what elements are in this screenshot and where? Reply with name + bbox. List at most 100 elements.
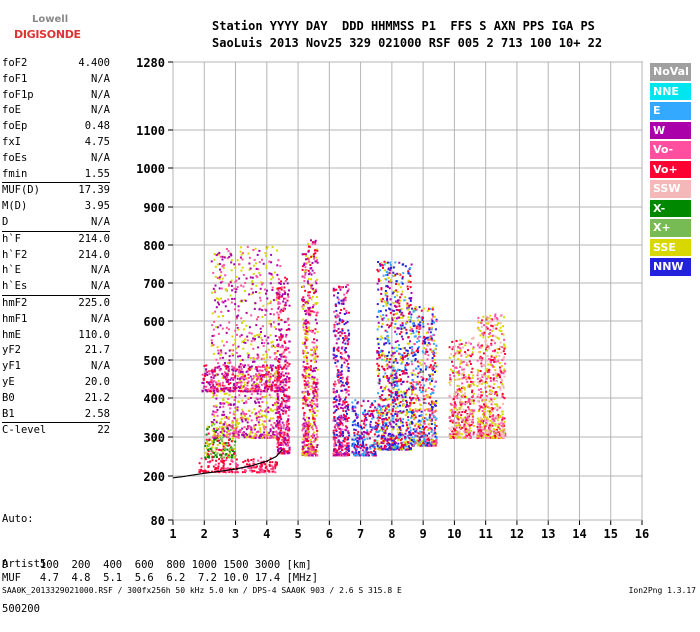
echo-point xyxy=(240,371,242,373)
echo-point xyxy=(223,424,225,426)
echo-point xyxy=(397,432,399,434)
echo-point xyxy=(304,419,306,421)
echo-point xyxy=(312,387,314,389)
echo-point xyxy=(314,250,316,252)
echo-point xyxy=(288,365,290,367)
echo-point xyxy=(213,259,215,261)
echo-point xyxy=(275,375,277,377)
echo-point xyxy=(392,319,394,321)
echo-point xyxy=(272,404,274,406)
echo-point xyxy=(303,414,305,416)
echo-point xyxy=(307,431,309,433)
echo-point xyxy=(412,320,414,322)
echo-point xyxy=(343,358,345,360)
echo-point xyxy=(285,298,287,300)
echo-point xyxy=(288,415,290,417)
echo-point xyxy=(370,406,372,408)
echo-point xyxy=(335,304,337,306)
echo-point xyxy=(306,359,308,361)
echo-point xyxy=(425,337,427,339)
echo-point xyxy=(344,343,346,345)
echo-point xyxy=(338,448,340,450)
echo-point xyxy=(279,424,281,426)
echo-point xyxy=(393,310,395,312)
echo-point xyxy=(253,265,255,267)
echo-point xyxy=(389,382,391,384)
echo-point xyxy=(346,447,348,449)
echo-point xyxy=(374,407,376,409)
echo-point xyxy=(224,430,226,432)
echo-point xyxy=(270,378,272,380)
echo-point xyxy=(415,368,417,370)
echo-point xyxy=(409,340,411,342)
echo-point xyxy=(244,395,246,397)
echo-point xyxy=(345,351,347,353)
echo-point xyxy=(392,428,394,430)
echo-point xyxy=(234,434,236,436)
echo-point xyxy=(363,400,365,402)
echo-point xyxy=(305,336,307,338)
echo-point xyxy=(267,434,269,436)
echo-point xyxy=(250,397,252,399)
echo-point xyxy=(309,423,311,425)
echo-point xyxy=(244,384,246,386)
echo-point xyxy=(221,456,223,458)
echo-point xyxy=(394,384,396,386)
echo-point xyxy=(394,374,396,376)
echo-point xyxy=(213,466,215,468)
echo-point xyxy=(223,465,225,467)
echo-point xyxy=(419,362,421,364)
echo-point xyxy=(228,436,230,438)
echo-point xyxy=(346,418,348,420)
echo-point xyxy=(393,302,395,304)
echo-point xyxy=(435,400,437,402)
echo-point xyxy=(398,449,400,451)
echo-point xyxy=(341,347,343,349)
echo-point xyxy=(396,317,398,319)
echo-point xyxy=(215,276,217,278)
echo-point xyxy=(317,331,319,333)
echo-point xyxy=(306,363,308,365)
echo-point xyxy=(250,344,252,346)
echo-point xyxy=(289,447,291,449)
echo-point xyxy=(248,293,250,295)
echo-point xyxy=(308,386,310,388)
echo-point xyxy=(419,381,421,383)
echo-point xyxy=(236,426,238,428)
echo-point xyxy=(413,428,415,430)
echo-point xyxy=(252,390,254,392)
echo-point xyxy=(303,356,305,358)
echo-point xyxy=(393,381,395,383)
echo-point xyxy=(311,274,313,276)
echo-point xyxy=(379,417,381,419)
echo-point xyxy=(240,390,242,392)
echo-point xyxy=(302,438,304,440)
echo-point xyxy=(315,452,317,454)
echo-point xyxy=(360,426,362,428)
echo-point xyxy=(251,288,253,290)
echo-point xyxy=(258,421,260,423)
echo-point xyxy=(400,363,402,365)
echo-point xyxy=(380,310,382,312)
echo-point xyxy=(344,402,346,404)
echo-point xyxy=(407,337,409,339)
echo-point xyxy=(264,335,266,337)
echo-point xyxy=(383,275,385,277)
echo-point xyxy=(411,363,413,365)
echo-point xyxy=(374,433,376,435)
echo-point xyxy=(233,404,235,406)
echo-point xyxy=(238,401,240,403)
echo-point xyxy=(345,420,347,422)
echo-point xyxy=(411,421,413,423)
echo-point xyxy=(402,338,404,340)
echo-point xyxy=(221,340,223,342)
echo-point xyxy=(370,431,372,433)
echo-point xyxy=(253,383,255,385)
echo-point xyxy=(222,256,224,258)
echo-point xyxy=(287,427,289,429)
echo-point xyxy=(398,284,400,286)
echo-point xyxy=(356,454,358,456)
echo-point xyxy=(276,387,278,389)
echo-point xyxy=(257,377,259,379)
echo-point xyxy=(339,312,341,314)
